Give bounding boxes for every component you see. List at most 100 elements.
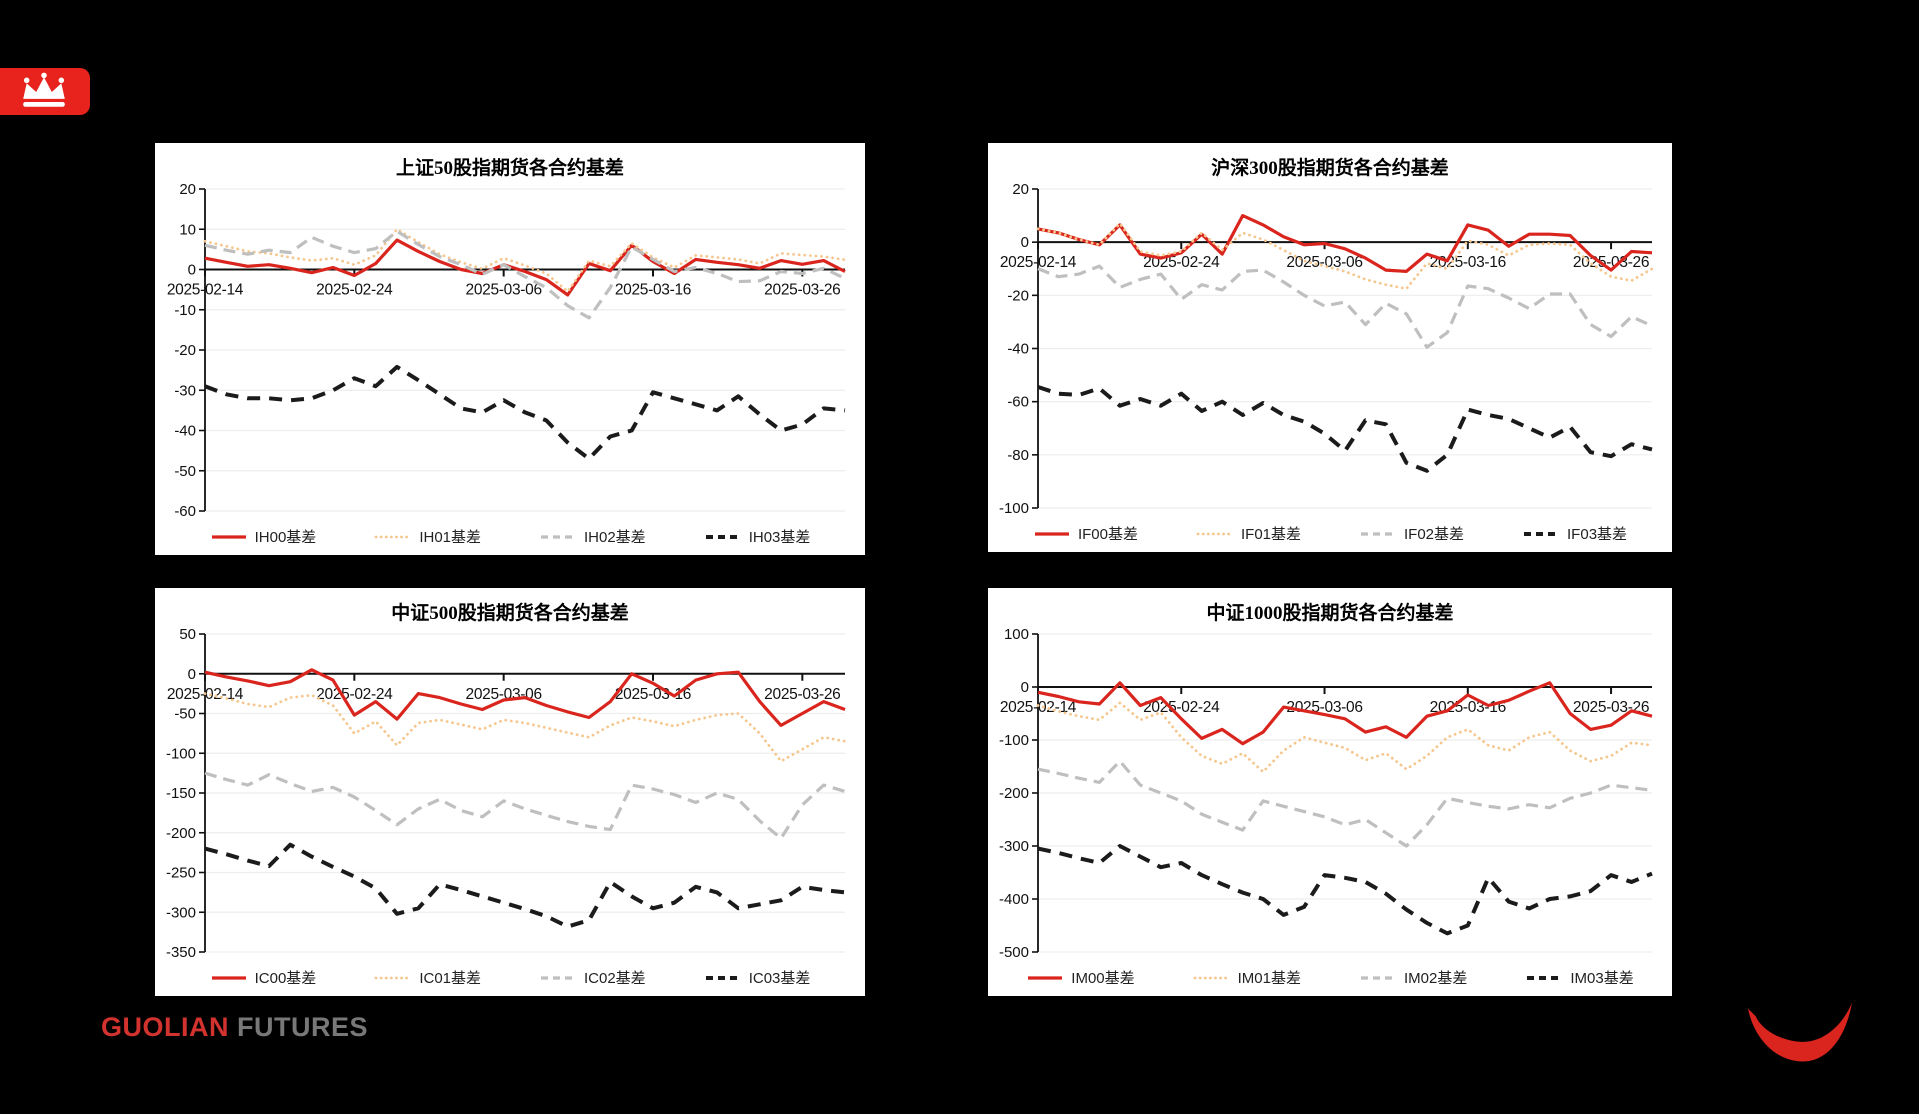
y-tick-label: 50 bbox=[179, 626, 196, 643]
legend-item: IF00基差 bbox=[1033, 523, 1138, 544]
legend-item: IF02基差 bbox=[1359, 523, 1464, 544]
x-tick-label: 2025-02-14 bbox=[1000, 699, 1077, 716]
legend-swatch bbox=[541, 534, 575, 539]
legend-label: IF02基差 bbox=[1404, 526, 1465, 543]
legend-swatch bbox=[1527, 975, 1562, 980]
chart-panel-sse50: 上证50股指期货各合约基差 20 10 0 -10 -20 -30 -40 -50 -60 202… bbox=[155, 143, 865, 555]
legend-swatch bbox=[211, 975, 246, 980]
y-tick-label: -80 bbox=[1007, 447, 1029, 464]
series-IF01基差 bbox=[1036, 222, 1654, 291]
legend-item: IH03基差 bbox=[704, 526, 810, 547]
legend-label: IM01基差 bbox=[1237, 970, 1301, 987]
legend-label: IM03基差 bbox=[1570, 970, 1634, 987]
y-tick-label: 0 bbox=[1021, 234, 1029, 251]
x-tick-label: 2025-02-24 bbox=[316, 686, 393, 703]
legend-label: IH01基差 bbox=[419, 529, 481, 546]
x-tick-label: 2025-03-26 bbox=[764, 282, 840, 299]
legend-swatch bbox=[705, 534, 740, 539]
series-IF02基差 bbox=[1037, 264, 1653, 349]
legend-label: IF01基差 bbox=[1240, 526, 1301, 543]
legend-item: IM01基差 bbox=[1193, 967, 1301, 988]
brand-guolian: GUOLIAN bbox=[101, 1012, 229, 1042]
series-IM00基差 bbox=[1037, 681, 1653, 746]
legend-label: IC02基差 bbox=[584, 970, 646, 987]
chart-title: 中证1000股指期货各合约基差 bbox=[1206, 603, 1454, 624]
x-tick-label: 2025-02-24 bbox=[1143, 699, 1220, 716]
legend-item: IH01基差 bbox=[374, 526, 481, 547]
series-IC03基差 bbox=[204, 842, 846, 929]
chart-panel-csi500: 中证500股指期货各合约基差 50 0 -50 -100 -150 -200 -250 -30… bbox=[155, 588, 865, 996]
y-tick-label: -200 bbox=[166, 825, 196, 842]
y-tick-label: -40 bbox=[174, 423, 196, 440]
y-tick-label: -30 bbox=[174, 382, 196, 399]
legend-item: IM00基差 bbox=[1026, 967, 1135, 988]
y-tick-label: -50 bbox=[174, 706, 196, 723]
legend-swatch bbox=[1361, 975, 1395, 980]
series-IH00基差 bbox=[204, 238, 846, 297]
y-tick-label: -60 bbox=[174, 503, 196, 520]
x-tick-label: 2025-03-06 bbox=[1286, 254, 1362, 271]
y-tick-label: -250 bbox=[166, 865, 196, 882]
y-tick-label: -400 bbox=[999, 891, 1029, 908]
legend-swatch bbox=[1196, 532, 1234, 535]
legend-item: IF03基差 bbox=[1522, 523, 1627, 544]
red-crescent-icon bbox=[1747, 1002, 1853, 1062]
y-tick-label: 0 bbox=[188, 262, 196, 279]
y-tick-label: -10 bbox=[174, 302, 196, 319]
legend-label: IC01基差 bbox=[419, 970, 481, 987]
x-tick-label: 2025-02-14 bbox=[167, 282, 244, 299]
legend-swatch bbox=[1193, 976, 1231, 979]
legend-item: IH02基差 bbox=[539, 526, 646, 547]
legend-swatch bbox=[1034, 531, 1069, 536]
legend-item: IF01基差 bbox=[1196, 523, 1301, 544]
x-tick-label: 2025-03-16 bbox=[1430, 254, 1506, 271]
y-tick-label: -60 bbox=[1007, 394, 1029, 411]
series-IM02基差 bbox=[1037, 759, 1653, 848]
series-IF00基差 bbox=[1037, 213, 1653, 273]
y-tick-label: -100 bbox=[999, 732, 1029, 749]
y-tick-label: -100 bbox=[166, 745, 196, 762]
chart-legend: IF00基差 IF01基差 IF02基差 IF03基差 bbox=[988, 523, 1672, 544]
chart-title: 沪深300股指期货各合约基差 bbox=[1211, 158, 1449, 179]
legend-label: IH00基差 bbox=[254, 529, 317, 546]
legend-swatch bbox=[1361, 531, 1395, 536]
y-tick-label: -200 bbox=[999, 785, 1029, 802]
legend-item: IC03基差 bbox=[704, 967, 811, 988]
y-tick-label: 0 bbox=[188, 666, 196, 683]
brand-text: GUOLIAN FUTURES bbox=[101, 1012, 368, 1043]
legend-swatch bbox=[705, 975, 740, 980]
legend-label: IM00基差 bbox=[1071, 970, 1135, 987]
logo-badge bbox=[0, 68, 90, 115]
y-tick-label: -40 bbox=[1007, 341, 1029, 358]
legend-label: IC00基差 bbox=[254, 970, 317, 987]
series-IH02基差 bbox=[204, 229, 846, 320]
y-tick-label: -150 bbox=[166, 785, 196, 802]
series-IC01基差 bbox=[203, 692, 847, 763]
chart-title: 上证50股指期货各合约基差 bbox=[395, 158, 624, 179]
y-tick-label: 100 bbox=[1004, 626, 1029, 643]
legend-label: IH02基差 bbox=[584, 529, 646, 546]
legend-item: IC01基差 bbox=[374, 967, 481, 988]
legend-label: IC03基差 bbox=[748, 970, 811, 987]
x-tick-label: 2025-02-14 bbox=[1000, 254, 1077, 271]
y-tick-label: -300 bbox=[166, 904, 196, 921]
chart-plot: 500-50-100-150-200-250-300-3502025-02-14… bbox=[166, 626, 847, 961]
legend-label: IF00基差 bbox=[1077, 526, 1138, 543]
chart-plot: 20 10 0 -10 -20 -30 -40 -50 -60 2025-02-14 2025-02… bbox=[167, 181, 847, 520]
chart-legend: IM00基差 IM01基差 IM02基差 IM03基差 bbox=[988, 967, 1672, 988]
legend-item: IC02基差 bbox=[539, 967, 646, 988]
chart-title: 中证500股指期货各合约基差 bbox=[391, 603, 629, 624]
legend-item: IM03基差 bbox=[1525, 967, 1634, 988]
series-IH03基差 bbox=[204, 364, 846, 461]
legend-item: IC00基差 bbox=[210, 967, 317, 988]
x-tick-label: 2025-02-24 bbox=[316, 282, 393, 299]
y-tick-label: -50 bbox=[174, 463, 196, 480]
x-tick-label: 2025-03-06 bbox=[466, 282, 542, 299]
legend-swatch bbox=[374, 976, 412, 979]
legend-swatch bbox=[1524, 531, 1559, 536]
series-IM01基差 bbox=[1036, 701, 1654, 774]
legend-swatch bbox=[541, 975, 575, 980]
y-tick-label: -20 bbox=[1007, 287, 1029, 304]
chart-legend: IH00基差 IH01基差 IH02基差 IH03基差 bbox=[155, 526, 865, 547]
